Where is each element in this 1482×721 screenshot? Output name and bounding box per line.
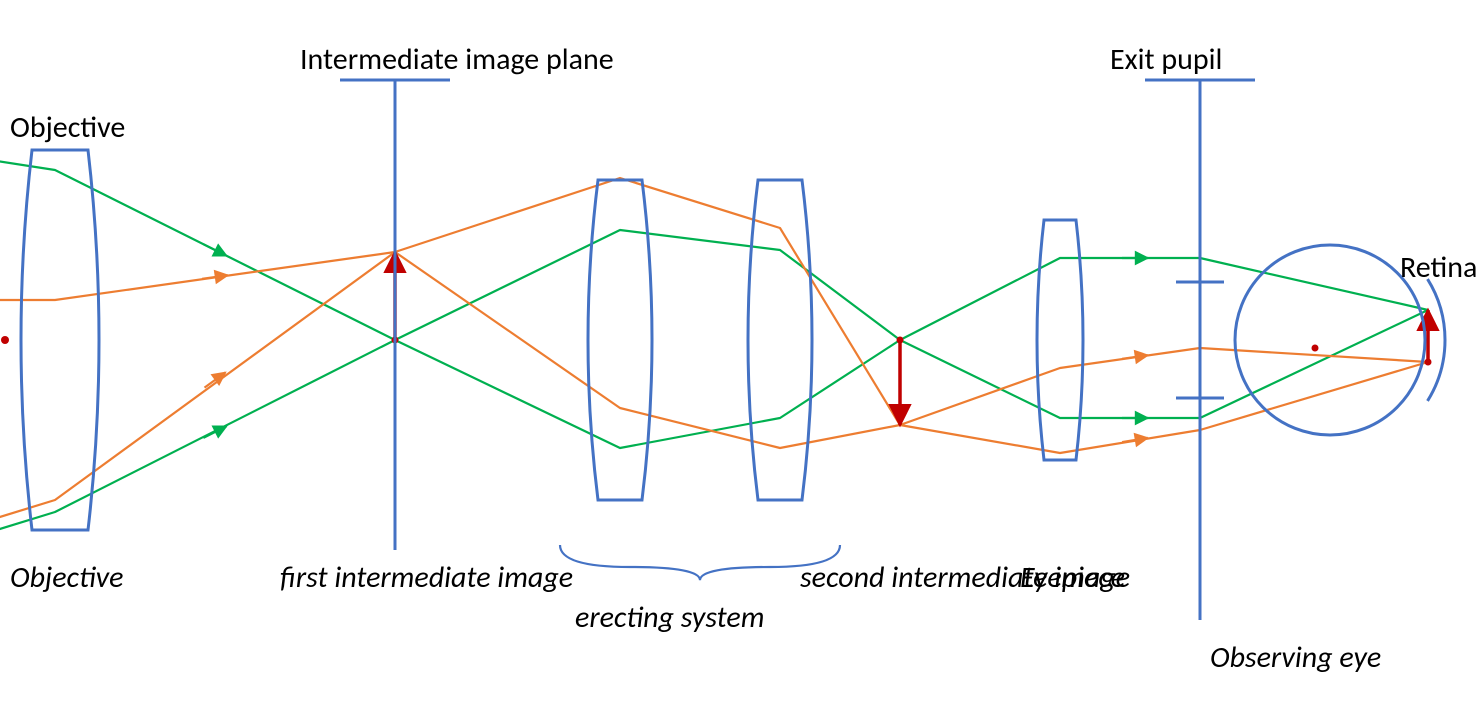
label-objective-bottom: Objective — [10, 560, 123, 596]
ray-orange-bottom — [0, 252, 1428, 520]
label-observing-eye: Observing eye — [1210, 640, 1381, 676]
label-eyepiece: Eyepiece — [1020, 560, 1125, 596]
label-retina: Retina — [1400, 250, 1477, 286]
ray-green-arrow-0 — [203, 244, 226, 256]
ray-orange-arrow-1 — [204, 372, 225, 387]
label-first-intermediate: first intermediate image — [280, 560, 573, 596]
ray-green-arrow-1 — [203, 426, 226, 438]
intermediate-image-plane — [340, 80, 450, 550]
label-erecting-system: erecting system — [575, 600, 764, 636]
label-objective-top: Objective — [10, 110, 125, 146]
erecting-brace — [560, 545, 840, 580]
retinal-image-arrow-base — [1425, 359, 1432, 366]
erecting-lens-left — [588, 180, 652, 500]
eyepiece-lens — [1037, 220, 1083, 460]
ray-green-top — [0, 160, 1428, 448]
eye-nodal-point — [1312, 345, 1319, 352]
object-point — [1, 336, 9, 344]
iris-top — [1176, 226, 1224, 282]
retina-arc — [1428, 279, 1445, 401]
eye-globe — [1235, 245, 1425, 435]
second-intermediate-image-arrow-base — [897, 337, 904, 344]
objective-lens — [21, 150, 99, 530]
label-intermediate-top: Intermediate image plane — [300, 42, 614, 78]
label-exit-pupil: Exit pupil — [1110, 42, 1222, 78]
